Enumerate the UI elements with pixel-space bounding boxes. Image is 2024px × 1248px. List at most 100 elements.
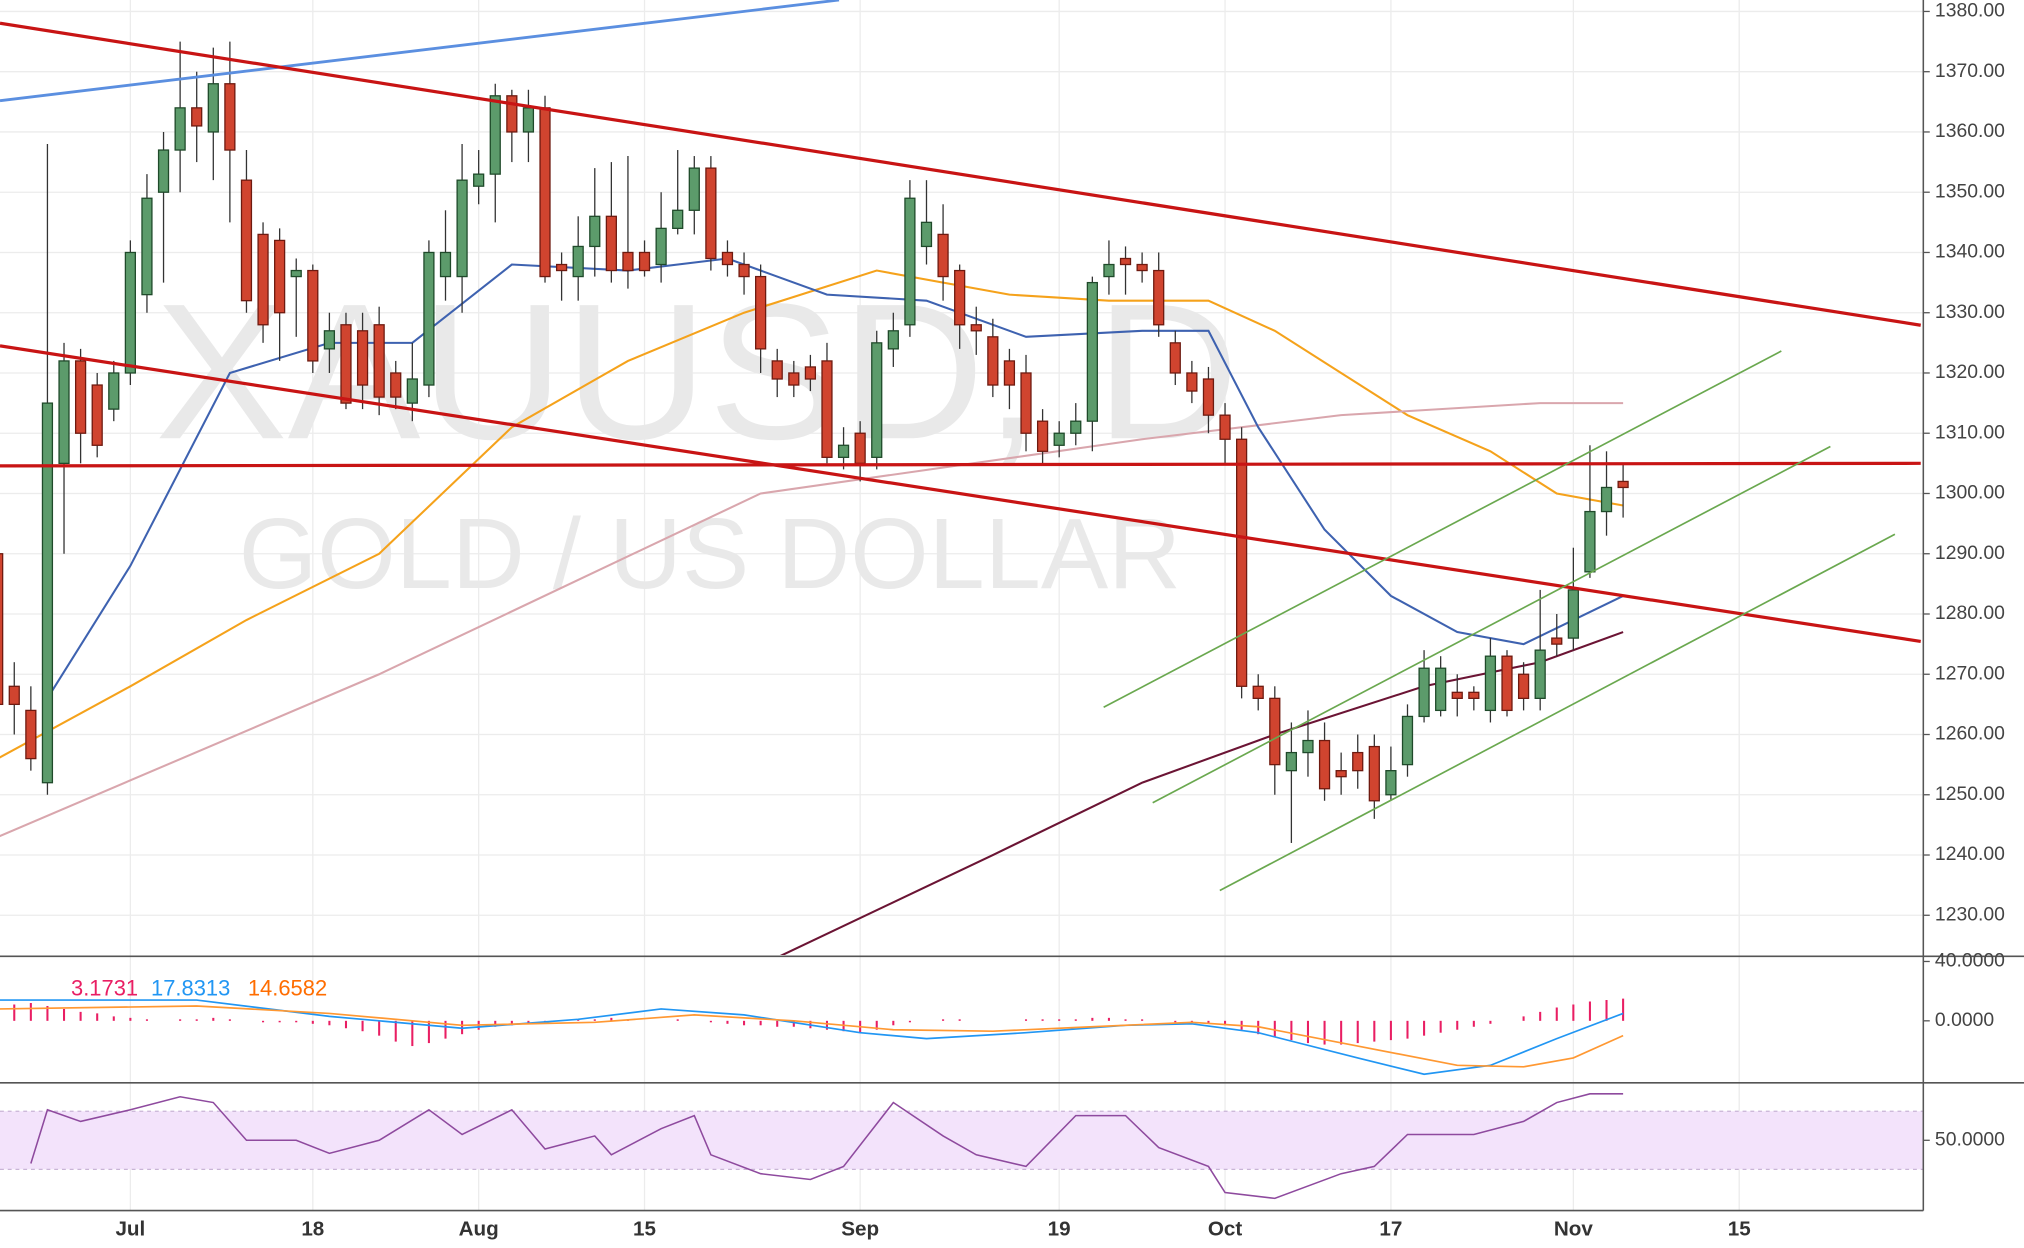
y-tick-label: 1250.00: [1935, 783, 2005, 805]
candle-body: [1186, 372, 1198, 392]
candle-body: [1451, 691, 1463, 699]
candle-body: [0, 553, 4, 706]
candle-body: [1318, 739, 1331, 790]
candle-body: [290, 269, 302, 278]
trend-line: [0, 0, 840, 103]
x-tick-label: Nov: [1554, 1217, 1594, 1240]
y-tick-label: 0.0000: [1935, 1009, 1994, 1031]
candle-body: [1584, 510, 1596, 573]
trend-line: [0, 21, 1921, 327]
candle-body: [821, 360, 833, 458]
candle-body: [1468, 691, 1480, 699]
candle-body: [1368, 745, 1380, 802]
candle-body: [141, 197, 153, 296]
y-tick-label: 1370.00: [1935, 60, 2005, 82]
candle-body: [323, 330, 336, 350]
candle-body: [1036, 420, 1049, 452]
candle-body: [356, 330, 369, 386]
candle-body: [904, 197, 916, 326]
macd-line: [0, 1005, 1624, 1068]
candle-body: [788, 372, 800, 386]
candle-body: [108, 372, 120, 410]
candle-body: [688, 167, 700, 211]
macd-line: [0, 999, 1624, 1076]
candle-body: [871, 342, 883, 458]
indicator-readout: 17.8313: [151, 976, 230, 1001]
candle-body: [1136, 263, 1148, 272]
candle-body: [837, 444, 850, 458]
x-tick-label: 15: [1728, 1217, 1751, 1240]
candle-body: [1003, 360, 1016, 386]
candle-body: [1484, 655, 1497, 712]
candle-body: [1103, 263, 1115, 278]
candle-body: [390, 372, 402, 398]
trend-lines: [0, 0, 1921, 892]
candle-body: [1534, 649, 1546, 699]
candle-body: [854, 432, 866, 465]
moving-average: [0, 269, 1624, 759]
candle-body: [1335, 770, 1347, 778]
labels: Jul 18 Aug 15 Sep 19 Oct 17 Nov 15 1230.00 1240.00 1…: [71, 0, 2005, 1240]
candle-body: [1285, 751, 1298, 772]
axes: [0, 0, 2024, 1212]
price-pane: [0, 41, 1629, 956]
trend-line: [0, 461, 1921, 468]
candle-body: [605, 215, 617, 272]
candle-body: [1385, 770, 1397, 796]
y-tick-label: 1290.00: [1935, 542, 2005, 564]
candle-body: [738, 263, 750, 278]
candle-body: [970, 324, 982, 332]
x-tick-label: Sep: [841, 1217, 879, 1240]
y-tick-label: 1380.00: [1935, 0, 2005, 22]
candle-body: [572, 245, 584, 278]
y-tick-label: 1360.00: [1935, 120, 2005, 142]
candle-body: [1567, 589, 1579, 639]
candle-body: [1236, 438, 1248, 687]
candle-body: [1551, 637, 1563, 645]
candle-body: [622, 251, 634, 272]
y-tick-label: 1310.00: [1935, 421, 2005, 443]
x-tick-label: 15: [633, 1217, 656, 1240]
candle-body: [58, 360, 70, 465]
candle-body: [987, 336, 999, 386]
y-tick-label: 40.0000: [1935, 950, 2005, 972]
candle-body: [124, 251, 136, 374]
channel-line: [1219, 533, 1896, 892]
candle-body: [555, 263, 568, 272]
candle-body: [473, 173, 485, 187]
y-tick-label: 1280.00: [1935, 602, 2005, 624]
candle-body: [589, 215, 601, 248]
macd-pane: [0, 998, 1625, 1076]
candle-body: [439, 251, 452, 278]
y-tick-label: 1320.00: [1935, 361, 2005, 383]
candle-body: [771, 360, 783, 380]
y-tick-label: 50.0000: [1935, 1128, 2005, 1150]
x-tick-label: 18: [301, 1217, 324, 1240]
candle-body: [506, 95, 518, 133]
candle-body: [539, 107, 551, 278]
candle-body: [307, 269, 319, 362]
candle-body: [1401, 715, 1414, 766]
candle-body: [456, 179, 468, 278]
candle-body: [1169, 342, 1181, 374]
x-tick-label: Jul: [115, 1217, 145, 1240]
x-tick-label: Aug: [459, 1217, 499, 1240]
candle-body: [41, 402, 54, 784]
candle-body: [1418, 667, 1430, 718]
y-tick-label: 1340.00: [1935, 241, 2005, 263]
moving-average: [0, 402, 1624, 838]
candle-body: [373, 324, 385, 398]
indicator-readout: 14.6582: [248, 976, 327, 1001]
y-tick-label: 1230.00: [1935, 903, 2005, 925]
candle-body: [240, 179, 253, 302]
candle-body: [887, 330, 899, 350]
x-tick-label: 17: [1379, 1217, 1402, 1240]
candle-body: [655, 227, 667, 266]
candle-body: [1070, 420, 1082, 434]
candle-body: [74, 360, 87, 434]
candle-body: [1501, 655, 1513, 712]
candle-body: [257, 233, 269, 326]
candle-body: [1219, 414, 1231, 440]
candle-body: [1600, 486, 1613, 513]
candle-body: [755, 275, 767, 350]
